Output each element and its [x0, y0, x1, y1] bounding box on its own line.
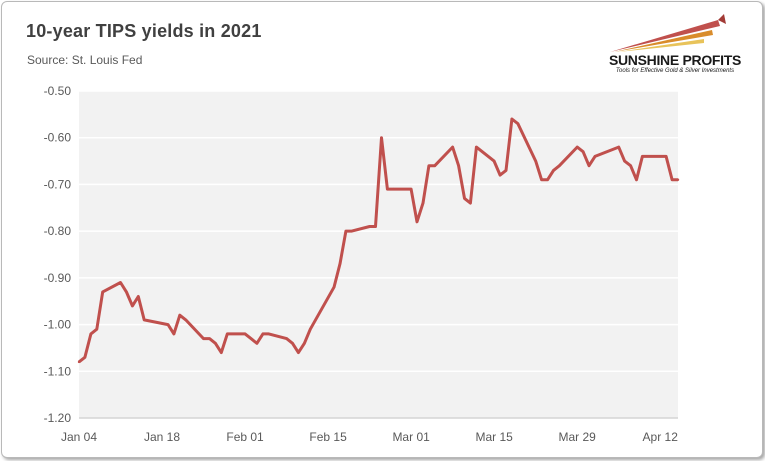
data-point [178, 314, 182, 317]
data-point [469, 201, 472, 205]
data-point [303, 342, 306, 345]
data-point [504, 169, 508, 172]
data-point [220, 351, 223, 354]
data-point [427, 164, 431, 167]
data-point [641, 155, 644, 158]
data-point [77, 360, 81, 364]
data-point [166, 323, 170, 326]
data-point [558, 164, 561, 167]
x-tick-label: Apr 12 [643, 430, 679, 444]
data-point [510, 117, 514, 121]
data-point [184, 318, 187, 322]
data-point [415, 220, 419, 223]
data-point [386, 187, 389, 191]
data-point [581, 150, 585, 153]
x-axis: Jan 04 Jan 18 Feb 01 Feb 15 Mar 01 Mar 15 Mar … [61, 417, 679, 444]
data-point [552, 169, 555, 172]
x-tick-label: Jan 04 [61, 430, 97, 444]
y-tick-label: -1.20 [44, 411, 72, 425]
data-point [119, 281, 122, 284]
x-tick-label: Feb 01 [226, 430, 264, 444]
data-point [101, 290, 104, 294]
y-tick-label: -0.90 [44, 271, 72, 285]
data-point [676, 178, 680, 181]
data-point [617, 145, 620, 149]
data-point [623, 159, 626, 163]
data-point [534, 159, 537, 163]
data-point [332, 286, 336, 289]
data-point [659, 155, 662, 158]
data-point [261, 332, 265, 336]
data-point [131, 304, 134, 308]
data-point [516, 122, 520, 125]
data-point [338, 262, 342, 266]
y-tick-label: -0.50 [44, 84, 72, 98]
data-point [89, 332, 93, 336]
data-point [457, 164, 460, 167]
chart-source: Source: St. Louis Fed [27, 53, 143, 67]
x-tick-label: Mar 29 [558, 430, 596, 444]
data-point [291, 342, 294, 345]
data-point [267, 332, 270, 336]
data-point [344, 229, 348, 233]
x-tick-label: Mar 01 [392, 430, 430, 444]
data-point [125, 290, 128, 294]
y-axis: -0.50 -0.60 -0.70 -0.80 -0.90 -1.00 -1.10 -1.20 [44, 84, 72, 425]
x-tick-label: Mar 15 [475, 430, 513, 444]
data-point [249, 337, 253, 340]
sun-rays-icon [610, 14, 726, 52]
data-point [409, 187, 413, 191]
data-point [392, 187, 395, 191]
data-point [629, 164, 632, 167]
data-point [214, 342, 217, 345]
chart-title: 10-year TIPS yields in 2021 [26, 21, 262, 41]
data-point [202, 337, 205, 340]
series-layer [77, 117, 680, 364]
data-point [451, 145, 454, 149]
data-point [421, 201, 425, 205]
data-point [137, 295, 140, 298]
data-point [664, 155, 668, 158]
data-point [492, 159, 496, 163]
data-point [433, 164, 437, 167]
data-point [475, 145, 478, 149]
data-point [143, 318, 146, 322]
y-tick-label: -0.60 [44, 131, 72, 145]
data-point [95, 328, 98, 331]
x-tick-label: Feb 15 [309, 430, 347, 444]
logo-name: SUNSHINE PROFITS [608, 52, 742, 68]
data-point [575, 145, 579, 149]
data-point [380, 136, 383, 139]
data-point [546, 178, 549, 181]
data-point [297, 351, 300, 354]
y-tick-label: -0.70 [44, 177, 72, 191]
data-point [309, 328, 312, 331]
data-point [226, 332, 229, 336]
data-point [498, 173, 502, 177]
data-point [670, 178, 674, 181]
data-point [635, 178, 638, 181]
y-tick-label: -1.00 [44, 318, 72, 332]
data-point [172, 332, 176, 336]
plot-area [79, 91, 678, 418]
data-point [255, 342, 259, 345]
data-point [83, 356, 87, 359]
logo-tagline: Tools for Effective Gold & Silver Invest… [615, 68, 735, 74]
data-point [350, 229, 354, 233]
data-point [593, 155, 597, 158]
x-tick-label: Jan 18 [144, 430, 180, 444]
data-point [285, 337, 288, 340]
sunshine-profits-logo: SUNSHINE PROFITS Tools for Effective Gol… [600, 12, 760, 77]
y-tick-label: -0.80 [44, 224, 72, 238]
data-point [374, 225, 377, 228]
y-tick-label: -1.10 [44, 364, 72, 378]
data-point [243, 332, 247, 336]
data-point [587, 164, 591, 167]
data-point [368, 225, 371, 228]
data-point [463, 197, 466, 200]
data-point [540, 178, 543, 181]
data-point [208, 337, 211, 340]
